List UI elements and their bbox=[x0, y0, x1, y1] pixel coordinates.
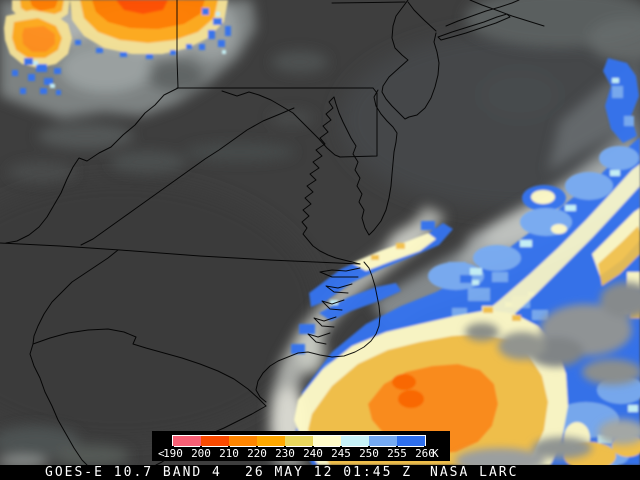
legend-tick bbox=[396, 446, 398, 450]
legend-segment bbox=[369, 436, 397, 446]
coast-long-island bbox=[437, 13, 511, 41]
legend-panel: < K 190 200 210 220 230 240 245 250 255 260 bbox=[152, 431, 450, 461]
border-tn-nc bbox=[32, 249, 119, 345]
legend-less-than-label: < bbox=[158, 447, 165, 460]
legend-tick bbox=[172, 446, 174, 450]
blue-specks bbox=[12, 8, 231, 95]
legend-segment bbox=[341, 436, 369, 446]
legend-tick bbox=[424, 446, 426, 450]
legend-tick bbox=[200, 446, 202, 450]
legend-segment bbox=[201, 436, 229, 446]
legend-tick bbox=[256, 446, 258, 450]
border-ny-nj bbox=[407, 1, 437, 32]
border-va-nc bbox=[0, 242, 361, 265]
coast-chesapeake-west bbox=[301, 96, 361, 265]
cyan-specks-nw bbox=[33, 12, 226, 88]
base-shading-layer bbox=[0, 30, 640, 440]
legend-tick-label: 250 bbox=[359, 447, 379, 460]
legend-tick bbox=[284, 446, 286, 450]
status-bar: GOES-E 10.7 BAND 4 26 MAY 12 01:45 Z NAS… bbox=[0, 465, 640, 480]
legend-tick bbox=[312, 446, 314, 450]
border-potomac bbox=[221, 90, 341, 158]
legend-labels: < K 190 200 210 220 230 240 245 250 255 260 bbox=[152, 448, 450, 460]
satellite-imagery bbox=[0, 0, 640, 465]
legend-tick-label: 230 bbox=[275, 447, 295, 460]
border-nc-sc bbox=[32, 328, 267, 407]
legend-tick-label: 240 bbox=[303, 447, 323, 460]
border-oh-pa-wv bbox=[5, 0, 179, 244]
state-boundary-overlay bbox=[0, 0, 545, 465]
coast-ct bbox=[469, 0, 545, 27]
border-delaware bbox=[339, 87, 378, 158]
legend-tick bbox=[340, 446, 342, 450]
legend-tick-label: 260 bbox=[415, 447, 435, 460]
border-sc-ga bbox=[29, 343, 88, 465]
coast-nc-sounds bbox=[307, 267, 361, 345]
legend-tick-label: 245 bbox=[331, 447, 351, 460]
coast-delmarva bbox=[333, 89, 398, 236]
legend-tick bbox=[368, 446, 370, 450]
status-timestamp: 26 MAY 12 01:45 Z bbox=[245, 465, 413, 480]
legend-segment bbox=[285, 436, 313, 446]
status-credit: NASA LARC bbox=[430, 465, 519, 480]
border-ny-pa bbox=[331, 1, 406, 4]
legend-tick-label: 220 bbox=[247, 447, 267, 460]
border-wv-va bbox=[80, 107, 295, 246]
legend-tick-label: 190 bbox=[163, 447, 183, 460]
legend-segment bbox=[313, 436, 341, 446]
legend-segment bbox=[397, 436, 425, 446]
legend-segment bbox=[257, 436, 285, 446]
legend-segment bbox=[173, 436, 201, 446]
coast-outer-banks bbox=[255, 261, 381, 403]
coast-nj bbox=[381, 0, 440, 120]
legend-tick-label: 255 bbox=[387, 447, 407, 460]
legend-tick-label: 200 bbox=[191, 447, 211, 460]
legend-bar bbox=[172, 435, 426, 447]
coast-li-sound bbox=[445, 0, 520, 27]
legend-segment bbox=[229, 436, 257, 446]
gray-holes-layer bbox=[455, 282, 640, 465]
legend-unit-label: K bbox=[432, 447, 439, 460]
status-product-label: GOES-E 10.7 BAND 4 bbox=[45, 465, 222, 480]
legend-tick-label: 210 bbox=[219, 447, 239, 460]
legend-tick bbox=[228, 446, 230, 450]
